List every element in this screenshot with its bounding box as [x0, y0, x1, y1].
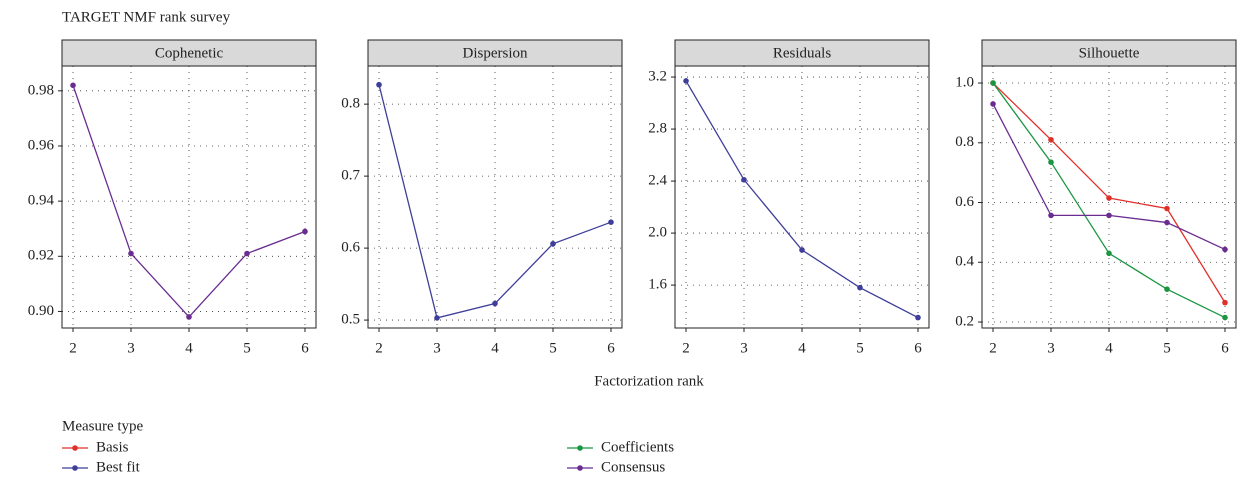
- data-point: [608, 219, 614, 225]
- panel-title: Residuals: [773, 45, 831, 61]
- data-point: [1106, 250, 1112, 257]
- y-tick-label: 0.94: [28, 193, 55, 209]
- data-point: [492, 300, 498, 307]
- panel-border: [674, 65, 930, 329]
- data-point: [1222, 314, 1228, 321]
- data-point: [1164, 219, 1170, 226]
- data-point: [244, 250, 250, 257]
- panel-strip: [367, 39, 623, 67]
- y-tick-label: 2.4: [648, 173, 667, 189]
- x-tick-label: 3: [127, 340, 135, 356]
- panel-border: [367, 65, 623, 329]
- data-point: [683, 78, 689, 84]
- y-tick-label: 0.90: [28, 303, 54, 319]
- data-point: [1106, 195, 1112, 201]
- legend-label: Consensus: [601, 459, 665, 475]
- x-axis-label: Factorization rank: [594, 373, 704, 389]
- y-tick-label: 0.5: [341, 312, 360, 328]
- data-point: [550, 240, 556, 247]
- data-point: [990, 80, 996, 86]
- y-tick-label: 2.0: [648, 225, 667, 241]
- x-tick-label: 5: [856, 340, 864, 356]
- legend-label: Basis: [96, 439, 129, 455]
- panel-strip: [61, 39, 317, 67]
- panel-border: [61, 65, 317, 329]
- panel-title: Dispersion: [463, 45, 528, 61]
- panel-title: Silhouette: [1079, 45, 1140, 61]
- y-tick-label: 0.96: [28, 137, 55, 153]
- data-point: [302, 228, 308, 235]
- data-point: [1222, 299, 1228, 306]
- legend-label: Coefficients: [601, 439, 674, 455]
- x-tick-label: 2: [989, 340, 997, 356]
- y-tick-label: 0.2: [955, 313, 974, 329]
- panel-title: Cophenetic: [155, 45, 224, 61]
- chart-title: TARGET NMF rank survey: [62, 9, 231, 25]
- data-point: [741, 176, 747, 183]
- panel-strip: [674, 39, 930, 67]
- x-tick-label: 2: [69, 340, 77, 356]
- data-point: [990, 101, 996, 107]
- panel-strip: [981, 39, 1237, 67]
- data-point: [376, 81, 382, 88]
- legend-swatch-point: [577, 465, 583, 471]
- legend-swatch-point: [72, 465, 78, 471]
- data-point: [1106, 212, 1112, 219]
- x-tick-label: 4: [491, 340, 499, 356]
- data-point: [1164, 286, 1170, 292]
- x-tick-label: 6: [914, 340, 922, 356]
- legend-swatch-point: [577, 445, 583, 451]
- legend-title: Measure type: [62, 418, 144, 434]
- data-point: [857, 284, 863, 291]
- x-tick-label: 5: [243, 340, 251, 356]
- y-tick-label: 0.4: [955, 254, 974, 270]
- y-tick-label: 0.8: [341, 96, 360, 112]
- x-tick-label: 6: [607, 340, 615, 356]
- x-tick-label: 4: [185, 340, 193, 356]
- legend-swatch-point: [72, 445, 78, 451]
- y-tick-label: 1.0: [955, 74, 974, 90]
- legend-label: Best fit: [96, 459, 141, 475]
- x-tick-label: 2: [375, 340, 383, 356]
- data-point: [1222, 246, 1228, 253]
- data-point: [186, 314, 192, 320]
- data-point: [1048, 212, 1054, 219]
- y-tick-label: 1.6: [648, 277, 667, 293]
- x-tick-label: 4: [1105, 340, 1113, 356]
- x-tick-label: 6: [301, 340, 309, 356]
- data-point: [434, 315, 440, 321]
- x-tick-label: 3: [740, 340, 748, 356]
- x-tick-label: 5: [549, 340, 557, 356]
- x-tick-label: 6: [1221, 340, 1229, 356]
- panel-background: [675, 66, 929, 328]
- data-point: [70, 82, 76, 89]
- x-tick-label: 3: [433, 340, 441, 356]
- data-point: [915, 314, 921, 321]
- data-point: [1048, 136, 1054, 143]
- y-tick-label: 0.92: [28, 248, 54, 264]
- y-tick-label: 0.7: [341, 168, 360, 184]
- x-tick-label: 2: [682, 340, 690, 356]
- y-tick-label: 0.6: [341, 240, 360, 256]
- data-point: [1164, 205, 1170, 212]
- data-point: [799, 247, 805, 253]
- y-tick-label: 3.2: [648, 68, 667, 84]
- panel-background: [368, 66, 622, 328]
- x-tick-label: 4: [798, 340, 806, 356]
- panel-background: [62, 66, 316, 328]
- y-tick-label: 0.98: [28, 82, 54, 98]
- data-point: [1048, 159, 1054, 165]
- x-tick-label: 5: [1163, 340, 1171, 356]
- y-tick-label: 0.6: [955, 194, 974, 210]
- y-tick-label: 0.8: [955, 134, 974, 150]
- data-point: [128, 250, 134, 257]
- panel-border: [981, 65, 1237, 329]
- x-tick-label: 3: [1047, 340, 1055, 356]
- y-tick-label: 2.8: [648, 120, 667, 136]
